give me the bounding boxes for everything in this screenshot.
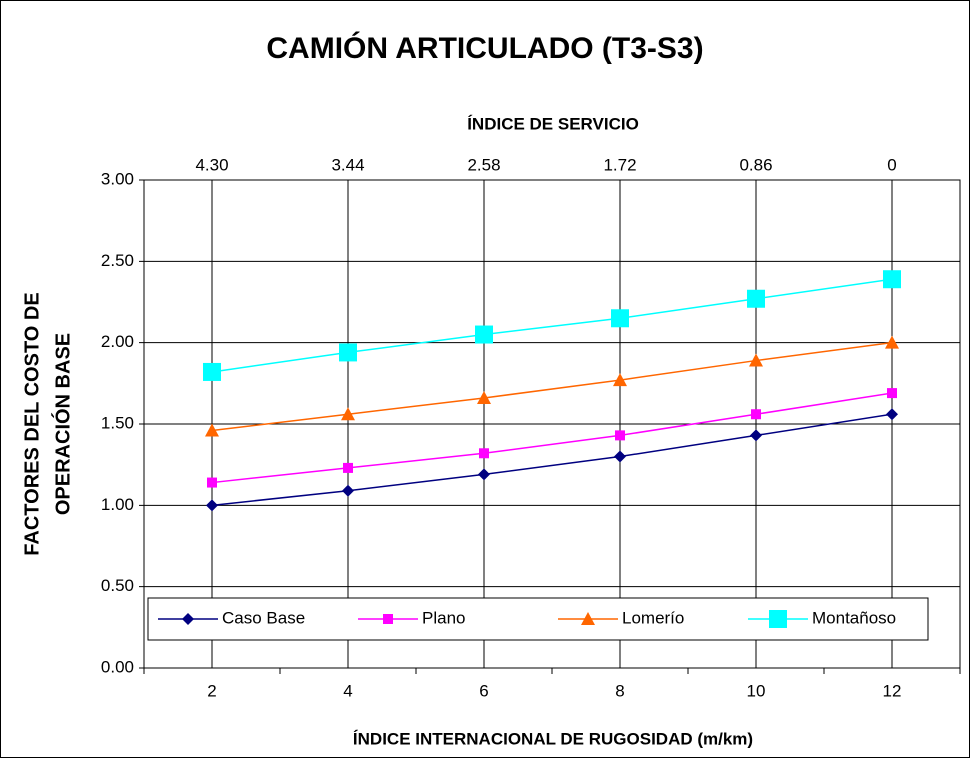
marker <box>206 499 218 512</box>
y-tick-label: 3.00 <box>101 169 134 188</box>
plot-border <box>143 179 961 669</box>
marker <box>750 429 762 442</box>
chart-title: CAMIÓN ARTICULADO (T3-S3) <box>266 31 703 65</box>
x2-tick-label: 0 <box>887 155 896 174</box>
y-axis-title: OPERACIÓN BASE <box>50 333 74 515</box>
marker <box>887 388 897 399</box>
x-tick-label: 6 <box>479 681 488 700</box>
legend-label: Plano <box>422 608 465 627</box>
marker <box>611 309 629 328</box>
marker <box>886 408 898 421</box>
marker <box>769 610 787 628</box>
marker <box>885 335 899 349</box>
y-tick-label: 1.50 <box>101 413 134 432</box>
legend-label: Montañoso <box>812 608 896 627</box>
marker <box>477 390 491 404</box>
x-tick-label: 12 <box>883 681 902 700</box>
y-axis-title: FACTORES DEL COSTO DE <box>21 292 43 555</box>
y-tick-label: 2.50 <box>101 251 134 270</box>
x2-tick-label: 4.30 <box>195 155 228 174</box>
marker <box>205 423 219 437</box>
marker <box>615 430 625 441</box>
marker <box>478 468 490 481</box>
marker <box>383 614 393 624</box>
y-tick-label: 2.00 <box>101 332 134 351</box>
marker <box>203 362 221 381</box>
series-line <box>211 278 893 373</box>
marker <box>751 409 761 420</box>
y-tick-label: 0.50 <box>101 576 134 595</box>
series-line <box>211 392 893 484</box>
marker <box>581 612 595 625</box>
x-tick-label: 8 <box>615 681 624 700</box>
x2-tick-label: 0.86 <box>739 155 772 174</box>
x-tick-label: 2 <box>207 681 216 700</box>
marker <box>339 343 357 362</box>
y-tick-label: 0.00 <box>101 657 134 676</box>
marker <box>343 462 353 473</box>
x2-tick-label: 1.72 <box>603 155 636 174</box>
x2-tick-label: 3.44 <box>331 155 364 174</box>
series-line <box>211 341 893 432</box>
marker <box>883 270 901 289</box>
x2-tick-label: 2.58 <box>467 155 500 174</box>
marker <box>182 613 194 625</box>
marker <box>475 325 493 344</box>
y-tick-label: 1.00 <box>101 495 134 514</box>
legend-label: Caso Base <box>222 608 305 627</box>
marker <box>342 484 354 497</box>
x2-axis-title: ÍNDICE DE SERVICIO <box>467 114 639 133</box>
marker <box>341 407 355 421</box>
x-axis-title: ÍNDICE INTERNACIONAL DE RUGOSIDAD (m/km) <box>353 729 753 748</box>
marker <box>479 448 489 459</box>
legend-label: Lomerío <box>622 608 684 627</box>
marker <box>749 353 763 367</box>
marker <box>613 373 627 387</box>
marker <box>207 477 217 488</box>
marker <box>614 450 626 463</box>
x-tick-label: 4 <box>343 681 352 700</box>
marker <box>747 289 765 308</box>
series-line <box>211 413 893 507</box>
x-tick-label: 10 <box>747 681 766 700</box>
